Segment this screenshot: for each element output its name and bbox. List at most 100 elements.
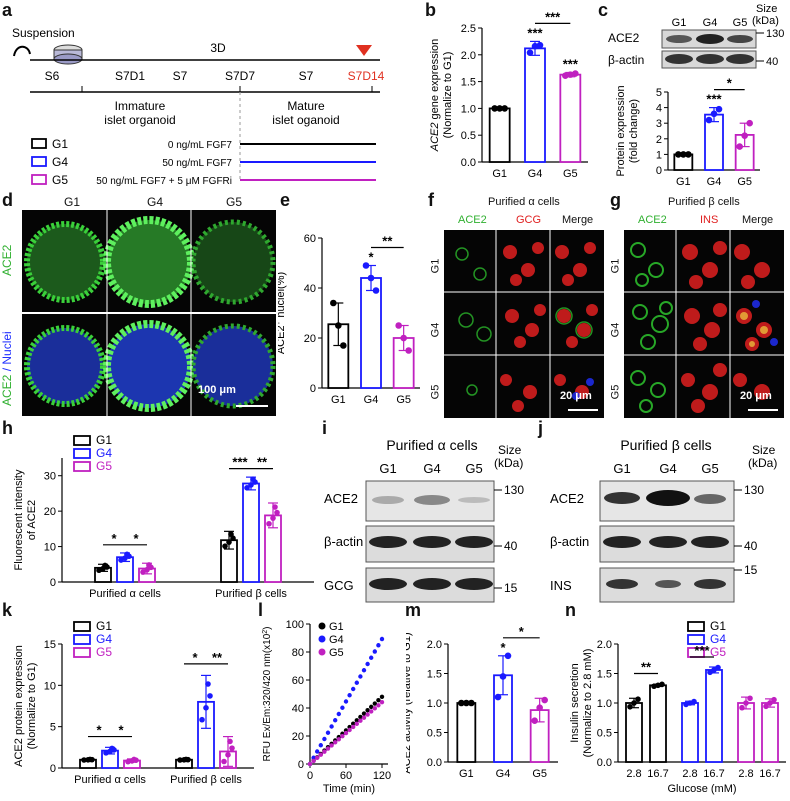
panel-letter-e: e (280, 190, 291, 210)
y-tick-label: 60 (304, 233, 316, 245)
y-tick-label: 0.0 (461, 157, 476, 169)
y-tick-label: 30 (44, 471, 56, 483)
data-point (710, 110, 718, 118)
svg-text:G1: G1 (52, 137, 68, 151)
axis-label-y: (fold change) (628, 99, 640, 163)
y-tick-label: 15 (44, 639, 56, 651)
data-point (318, 743, 323, 748)
data-point (340, 342, 347, 349)
data-point (365, 708, 370, 713)
y-tick-label: 1.5 (597, 669, 612, 681)
panel-letter-k: k (2, 600, 13, 620)
legend-label: G5 (96, 645, 112, 659)
data-point (329, 743, 334, 748)
size-label: Size (752, 443, 776, 457)
data-point (354, 721, 359, 727)
significance-label: * (500, 640, 506, 655)
scale-label: 20 μm (560, 390, 592, 402)
y-tick-label: 10 (44, 680, 56, 692)
y-tick-label: 2.0 (461, 50, 476, 62)
bar (488, 107, 511, 163)
band (691, 536, 729, 548)
col-merge: Merge (562, 214, 594, 226)
row-g1: G1 (609, 258, 622, 274)
legend-label: G1 (710, 619, 726, 633)
legend-swatch (687, 634, 705, 645)
bar (242, 482, 260, 583)
data-point (562, 72, 569, 80)
legend-swatch (73, 448, 91, 459)
size-unit: (kDa) (494, 456, 523, 470)
data-point (763, 703, 769, 710)
mature-label: Mature (287, 99, 325, 113)
axis-label-y: Protein expression (615, 85, 627, 176)
data-point (691, 698, 697, 705)
significance-label: *** (563, 56, 579, 71)
y-tick-label: 0 (656, 165, 662, 177)
axis-label-y: Insulin secretion (569, 663, 581, 743)
data-point (207, 693, 213, 699)
blot-row-ins: INS (550, 578, 572, 593)
data-point (266, 520, 272, 527)
data-point (361, 715, 367, 720)
panel-letter-a: a (2, 0, 13, 20)
svg-text:0 ng/mL FGF7: 0 ng/mL FGF7 (168, 140, 233, 151)
col-g4: G4 (147, 195, 164, 209)
data-point (340, 705, 345, 710)
legend-swatch (73, 435, 91, 446)
band (414, 495, 450, 505)
x-tick-label: G4 (707, 176, 722, 188)
marker-40: 40 (744, 539, 758, 553)
data-point (771, 696, 777, 703)
x-tick-label: 16.7 (703, 768, 724, 780)
data-point (336, 737, 341, 742)
image-grid-f: 20 μm (444, 230, 604, 418)
panel-letter-c: c (598, 0, 609, 20)
data-point (567, 71, 574, 78)
organoid (107, 220, 191, 304)
stage-s6: S6 (45, 69, 60, 83)
data-point (205, 681, 211, 687)
significance-label: ** (257, 455, 268, 470)
x-tick-label: 2.8 (682, 768, 697, 780)
data-point (109, 745, 115, 752)
chart-h: 0 10 20 30 Fluorescent intensity of ACE2 Purif… (13, 433, 314, 600)
legend-label: G4 (96, 446, 112, 460)
size-label: Size (756, 3, 777, 15)
y-tick-label: 20 (44, 506, 56, 518)
x-tick-label: 120 (373, 770, 391, 782)
data-point (400, 334, 407, 342)
y-tick-label: 40 (304, 283, 316, 295)
chart-b: 0.0 0.5 1.0 1.5 2.0 2.5 ACE2 gene expression (N… (429, 9, 588, 180)
blot-row-ace2: ACE2 (324, 491, 358, 506)
panel-letter-i: i (322, 418, 328, 438)
axis-label-part: 2 (262, 630, 269, 634)
axis-label-part: ACE2 protein expression (13, 645, 25, 767)
y-tick-label: 0 (310, 383, 316, 395)
band (455, 578, 493, 590)
y-tick-label: 0.5 (461, 130, 476, 142)
lane-g5: G5 (733, 17, 748, 29)
blot-row-ace2: ACE2 (608, 31, 640, 45)
size-label: Size (498, 443, 522, 457)
data-point (322, 749, 327, 754)
row-g4: G4 (429, 322, 442, 338)
band (606, 579, 638, 589)
lane-g1: G1 (379, 461, 396, 476)
x-tick-label: G4 (496, 768, 511, 780)
data-point (358, 714, 363, 720)
x-tick-label: G4 (528, 168, 543, 180)
axis-label-y: Fluorescent intensity (13, 469, 25, 570)
band (369, 578, 407, 590)
panel-j-title: Purified β cells (620, 437, 711, 453)
band (604, 492, 640, 504)
lane-g4: G4 (423, 461, 440, 476)
svg-text:G5: G5 (52, 173, 68, 187)
y-tick-label: 0.5 (427, 728, 442, 740)
panel-letter-d: d (2, 190, 13, 210)
row-label-ace2-nuclei: ACE2 / Nuclei (0, 331, 14, 406)
data-point (351, 724, 356, 730)
chart-k: 0 5 10 15 ACE2 protein expression (Normalize … (13, 619, 254, 786)
marker-130: 130 (744, 483, 764, 497)
significance-label: * (111, 531, 117, 546)
